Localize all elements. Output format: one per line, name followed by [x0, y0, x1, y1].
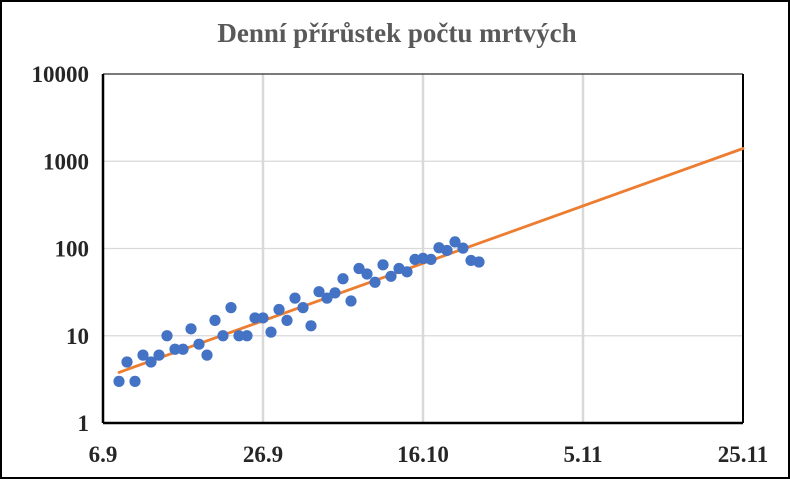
data-point — [449, 236, 461, 248]
data-point — [265, 326, 277, 338]
data-point — [161, 330, 173, 342]
x-tick-label: 26.9 — [243, 442, 283, 467]
data-point — [289, 292, 301, 304]
y-tick-label: 10 — [66, 324, 89, 349]
data-point — [473, 256, 485, 268]
data-point — [305, 320, 317, 332]
data-point — [249, 312, 261, 324]
data-point — [425, 253, 437, 266]
data-point — [121, 356, 133, 368]
data-point — [321, 292, 333, 304]
data-point — [441, 244, 453, 257]
x-tick-labels: 6.9 26.9 16.10 5.11 25.11 — [89, 442, 769, 467]
data-point — [377, 259, 389, 271]
data-point — [129, 375, 141, 387]
data-point — [201, 349, 213, 361]
data-points — [113, 236, 485, 387]
data-point — [385, 270, 397, 282]
data-point — [145, 356, 157, 368]
x-tick-label: 16.10 — [397, 442, 449, 467]
data-point — [273, 303, 285, 316]
data-point — [241, 330, 253, 342]
data-point — [329, 287, 341, 299]
y-tick-label: 1000 — [43, 149, 89, 174]
chart-title: Denní přírůstek počtu mrtvých — [217, 18, 576, 48]
data-point — [233, 330, 245, 342]
data-point — [185, 323, 197, 335]
data-point — [281, 314, 293, 326]
data-point — [297, 302, 309, 314]
data-point — [313, 286, 325, 298]
data-point — [457, 242, 469, 254]
x-tick-label: 6.9 — [89, 442, 118, 467]
x-tick-label: 5.11 — [564, 442, 603, 467]
data-point — [345, 295, 357, 307]
axes — [101, 73, 744, 425]
grid-lines — [103, 73, 743, 423]
data-point — [169, 343, 181, 355]
data-point — [177, 343, 189, 355]
data-point — [225, 302, 237, 314]
data-point — [369, 276, 381, 288]
y-tick-labels: 1 10 100 1000 10000 — [32, 62, 90, 436]
data-point — [217, 330, 229, 342]
y-tick-label: 10000 — [32, 62, 90, 87]
data-point — [209, 314, 221, 326]
y-tick-label: 100 — [55, 237, 90, 262]
data-point — [113, 375, 125, 387]
data-point — [257, 312, 269, 324]
x-tick-label: 25.11 — [718, 442, 768, 467]
y-tick-label: 1 — [78, 411, 90, 436]
data-point — [361, 268, 373, 280]
data-point — [153, 349, 165, 361]
data-point — [401, 266, 413, 278]
data-point — [337, 273, 349, 285]
data-point — [193, 338, 205, 350]
data-point — [137, 349, 149, 361]
data-point — [353, 262, 365, 275]
